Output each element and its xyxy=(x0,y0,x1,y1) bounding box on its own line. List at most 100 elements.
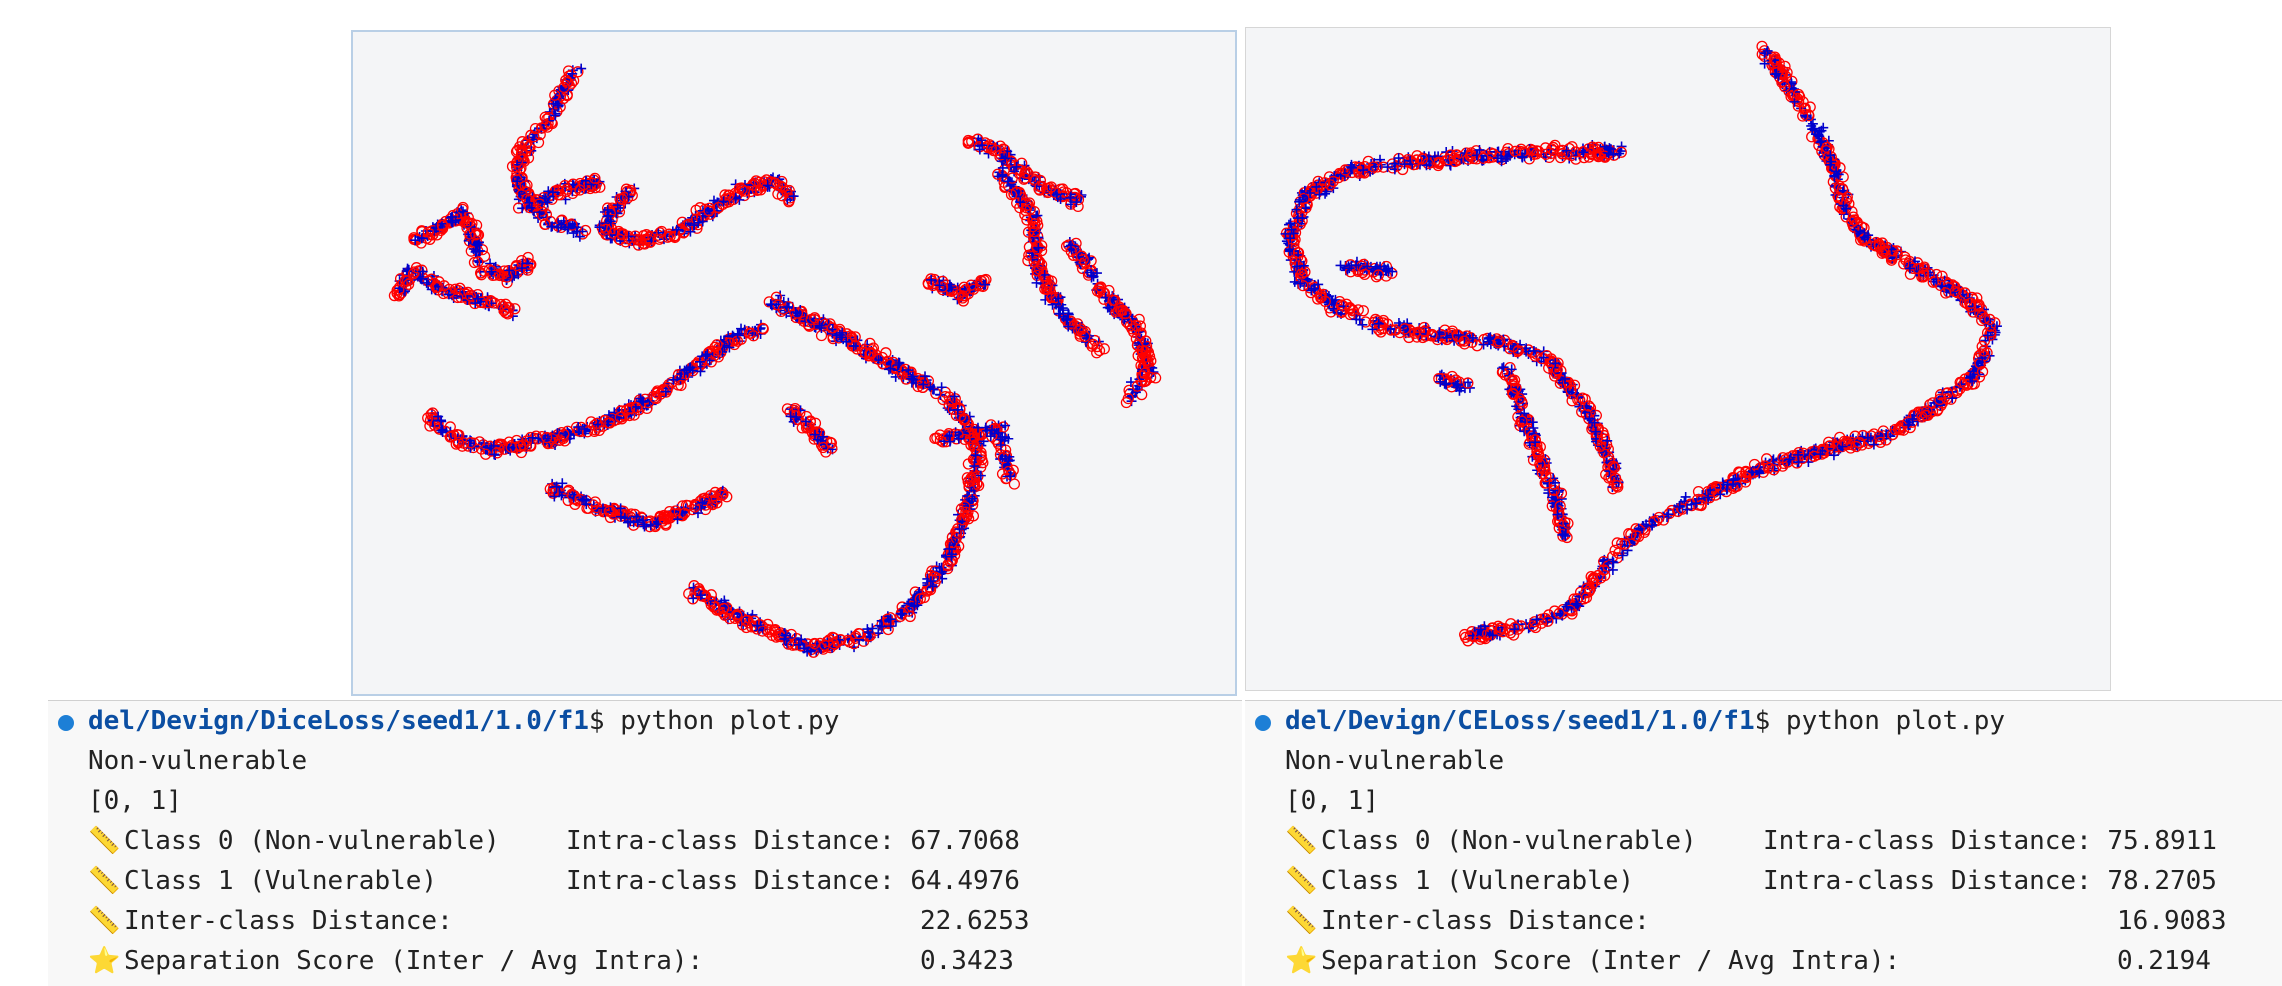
class1-point xyxy=(568,492,579,503)
class1-point xyxy=(788,191,799,202)
class1-point xyxy=(689,220,700,231)
class0-point xyxy=(1841,191,1853,203)
plot-window-celoss xyxy=(1245,27,2111,691)
class0-point xyxy=(1073,325,1085,337)
class1-point xyxy=(993,427,1004,438)
class1-point xyxy=(660,386,671,397)
class1-point xyxy=(695,590,706,601)
class0-point xyxy=(751,184,763,196)
class0-point xyxy=(859,347,871,359)
class1-point xyxy=(782,302,793,313)
class0-point xyxy=(486,296,498,308)
class1-point xyxy=(581,499,592,510)
class0-point xyxy=(1141,356,1154,369)
class1-point xyxy=(752,620,763,631)
class1-point xyxy=(1980,335,1991,346)
class1-point xyxy=(771,303,782,314)
class0-point xyxy=(703,205,715,217)
class1-point xyxy=(700,208,711,219)
class0-point xyxy=(517,153,529,166)
class0-point xyxy=(719,609,731,621)
class0-point xyxy=(965,474,977,486)
class1-point xyxy=(1065,240,1076,251)
class1-point xyxy=(967,493,978,504)
class0-point xyxy=(704,595,716,607)
class0-point xyxy=(541,431,553,444)
class0-point xyxy=(655,225,668,238)
class0-point xyxy=(1011,197,1023,209)
class1-point xyxy=(818,431,828,442)
class1-point xyxy=(489,449,500,460)
class0-point xyxy=(964,432,977,445)
class1-point xyxy=(417,266,428,277)
class0-point xyxy=(520,138,532,150)
class0-point xyxy=(1817,445,1829,457)
class1-point xyxy=(651,519,662,530)
class0-point xyxy=(1959,377,1971,389)
class0-point xyxy=(515,179,527,191)
class1-point xyxy=(926,274,937,285)
class0-point xyxy=(1098,343,1110,355)
class0-point xyxy=(753,176,766,188)
class1-point xyxy=(512,176,523,187)
class0-point xyxy=(689,501,701,513)
class1-point xyxy=(556,219,567,230)
class1-point xyxy=(1051,299,1062,310)
class1-point xyxy=(1086,270,1097,281)
class1-point xyxy=(653,516,664,527)
class0-point xyxy=(410,262,423,274)
class1-point xyxy=(1663,509,1674,520)
class0-point xyxy=(973,479,985,492)
class1-point xyxy=(697,216,708,227)
class0-point xyxy=(740,615,753,627)
class0-point xyxy=(468,256,481,269)
class0-point xyxy=(736,183,748,196)
class0-point xyxy=(1770,461,1782,473)
class1-point xyxy=(1816,136,1827,147)
class0-point xyxy=(698,494,711,507)
class0-point xyxy=(1460,631,1472,643)
class1-point xyxy=(594,222,605,233)
class1-point xyxy=(1814,126,1825,137)
class1-point xyxy=(950,427,961,438)
class0-point xyxy=(903,367,916,379)
class1-point xyxy=(1868,439,1879,450)
class0-point xyxy=(821,635,834,648)
class0-point xyxy=(1609,544,1621,556)
class0-point xyxy=(1136,345,1149,357)
class0-point xyxy=(1005,189,1018,201)
class1-point xyxy=(580,175,591,186)
class0-point xyxy=(574,184,586,196)
class1-point xyxy=(1057,303,1068,314)
class0-point xyxy=(853,627,865,640)
class0-point xyxy=(705,589,717,601)
class1-point xyxy=(794,308,805,319)
class0-point xyxy=(541,113,553,125)
class0-point xyxy=(444,431,456,443)
class0-point xyxy=(478,250,491,262)
class1-point xyxy=(775,290,786,301)
class0-point xyxy=(475,267,487,279)
class0-point xyxy=(1126,323,1138,335)
class1-point xyxy=(563,222,574,233)
class0-point xyxy=(1515,620,1527,632)
class1-point xyxy=(799,643,810,654)
class0-point xyxy=(501,271,513,283)
class1-point xyxy=(732,328,743,339)
class0-point xyxy=(1705,485,1717,497)
class1-point xyxy=(897,608,908,619)
class1-point xyxy=(458,206,468,217)
class0-point xyxy=(962,458,974,470)
class0-point xyxy=(709,341,721,353)
class1-point xyxy=(834,329,845,340)
class1-point xyxy=(503,444,514,454)
class1-point xyxy=(953,433,964,444)
class0-point xyxy=(445,430,457,442)
class0-point xyxy=(675,379,687,392)
class0-point xyxy=(826,322,839,334)
class1-point xyxy=(436,425,447,436)
class0-point xyxy=(393,284,405,296)
class1-point xyxy=(1815,137,1826,148)
class1-point xyxy=(638,519,649,530)
class0-point xyxy=(1117,304,1129,317)
